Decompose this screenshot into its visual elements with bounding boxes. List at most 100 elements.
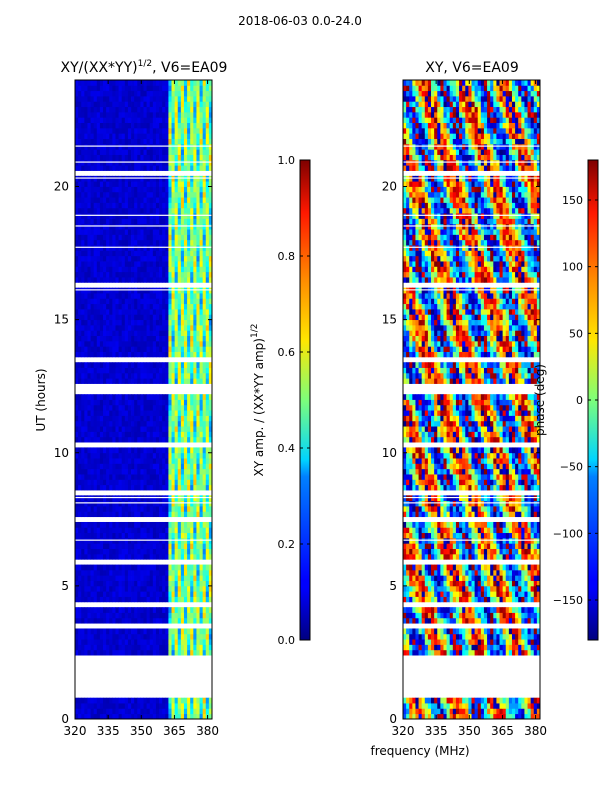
amplitude-cell <box>174 80 179 86</box>
amplitude-cell <box>118 266 123 273</box>
phase-cell <box>459 628 463 635</box>
amplitude-cell <box>87 143 91 150</box>
phase-cell <box>499 612 504 619</box>
amplitude-cell <box>75 532 79 539</box>
amplitude-cell <box>109 532 113 539</box>
amplitude-cell <box>162 644 166 651</box>
amplitude-cell <box>109 649 113 656</box>
amplitude-cell <box>168 202 172 209</box>
amplitude-cell <box>134 479 138 486</box>
phase-cell <box>431 639 435 645</box>
amplitude-cell <box>103 117 107 123</box>
amplitude-cell <box>149 335 154 342</box>
amplitude-cell <box>143 628 148 635</box>
phase-cell <box>483 697 488 704</box>
amplitude-cell <box>187 628 191 635</box>
amplitude-cell <box>99 293 104 299</box>
amplitude-cell <box>78 330 82 336</box>
amplitude-cell <box>205 484 210 491</box>
amplitude-cell <box>168 511 172 518</box>
amplitude-cell <box>152 250 157 257</box>
amplitude-cell <box>174 154 179 161</box>
amplitude-cell <box>168 452 172 459</box>
amplitude-cell <box>103 612 107 619</box>
amplitude-cell <box>143 527 148 534</box>
phase-cell <box>459 703 463 709</box>
amplitude-cell <box>190 458 194 464</box>
amplitude-cell <box>143 271 148 278</box>
phase-cell <box>427 639 432 645</box>
amplitude-cell <box>190 537 194 544</box>
amplitude-cell <box>199 277 204 283</box>
amplitude-cell <box>124 458 129 464</box>
amplitude-cell <box>140 569 144 576</box>
amplitude-cell <box>152 165 157 171</box>
amplitude-cell <box>168 628 172 635</box>
amplitude-cell <box>183 521 188 528</box>
amplitude-cell <box>140 133 144 139</box>
amplitude-cell <box>109 143 113 150</box>
amplitude-cell <box>131 90 135 97</box>
amplitude-cell <box>202 133 207 139</box>
amplitude-cell <box>90 186 95 193</box>
amplitude-cell <box>193 335 197 342</box>
amplitude-cell <box>93 564 98 571</box>
amplitude-cell <box>168 261 172 267</box>
amplitude-cell <box>81 431 85 438</box>
amplitude-cell <box>146 191 151 198</box>
amplitude-cell <box>81 426 85 432</box>
amplitude-cell <box>149 277 154 283</box>
amplitude-cell <box>75 703 79 709</box>
amplitude-cell <box>84 431 88 438</box>
amplitude-cell <box>159 245 163 251</box>
amplitude-cell <box>171 181 176 187</box>
amplitude-cell <box>90 101 95 108</box>
phase-cell <box>524 644 528 651</box>
amplitude-cell <box>152 298 157 305</box>
amplitude-cell <box>121 553 126 560</box>
amplitude-cell <box>146 308 151 315</box>
amplitude-cell <box>124 202 129 209</box>
amplitude-cell <box>177 250 182 257</box>
amplitude-cell <box>205 117 210 123</box>
phase-cell <box>508 617 513 624</box>
amplitude-cell <box>137 367 141 374</box>
amplitude-cell <box>96 239 101 246</box>
amplitude-cell <box>131 697 135 704</box>
amplitude-cell <box>90 458 95 464</box>
amplitude-cell <box>121 293 126 299</box>
phase-cell <box>518 697 522 704</box>
amplitude-cell <box>112 607 116 613</box>
amplitude-cell <box>187 229 191 235</box>
amplitude-cell <box>202 213 207 219</box>
phase-cell <box>427 697 432 704</box>
amplitude-cell <box>187 372 191 379</box>
amplitude-cell <box>199 335 204 342</box>
amplitude-cell <box>96 154 101 161</box>
amplitude-cell <box>112 644 116 651</box>
amplitude-cell <box>171 80 176 86</box>
amplitude-cell <box>177 372 182 379</box>
amplitude-cell <box>187 399 191 406</box>
amplitude-cell <box>143 239 148 246</box>
amplitude-cell <box>199 378 204 384</box>
amplitude-cell <box>149 191 154 198</box>
amplitude-cell <box>180 404 185 411</box>
amplitude-cell <box>159 308 163 315</box>
amplitude-cell <box>183 207 188 214</box>
phase-cell <box>465 649 469 656</box>
amplitude-cell <box>75 191 79 198</box>
amplitude-cell <box>177 111 182 118</box>
amplitude-cell <box>81 117 85 123</box>
amplitude-cell <box>93 106 98 113</box>
amplitude-cell <box>152 495 157 502</box>
amplitude-cell <box>174 239 179 246</box>
phase-cell <box>418 617 423 624</box>
amplitude-cell <box>115 106 119 113</box>
amplitude-cell <box>118 106 123 113</box>
phase-cell <box>480 612 485 619</box>
amplitude-cell <box>106 569 110 576</box>
amplitude-cell <box>196 346 200 352</box>
amplitude-cell <box>152 122 157 129</box>
amplitude-cell <box>109 101 113 108</box>
